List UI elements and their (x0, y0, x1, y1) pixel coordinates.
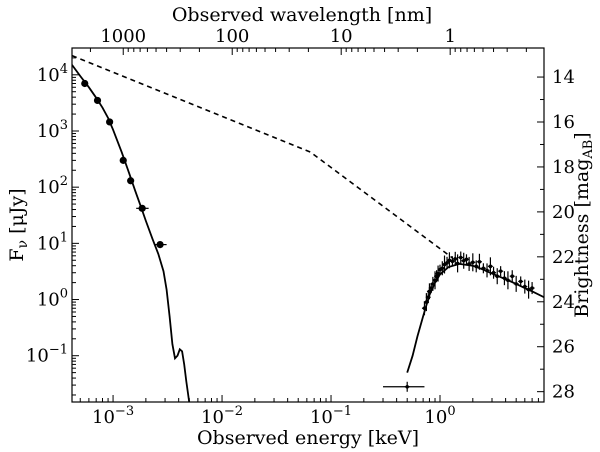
x-ray-spectrum-point (444, 256, 450, 269)
top-tick-label: 1 (444, 26, 455, 47)
top-tick-label: 1000 (100, 26, 146, 47)
optical-nir-photometry-point (154, 241, 167, 249)
x-tick-label: 10−3 (92, 404, 134, 428)
y-tick-label: 100 (37, 287, 68, 311)
x-ray-spectrum-point (470, 253, 476, 272)
x-ray-spectrum-point (518, 276, 524, 287)
y-tick-label: 101 (37, 230, 68, 254)
data-marker (445, 261, 449, 265)
right-tick-label: 14 (552, 67, 575, 88)
data-marker (156, 241, 164, 249)
plot-frame (71, 47, 545, 403)
right-axis-label: Brightness [magAB] (571, 132, 596, 317)
right-tick-label: 26 (552, 337, 575, 358)
extrapolated-power-law-line (72, 54, 453, 259)
x-ray-spectrum-point (461, 252, 467, 269)
data-marker (458, 255, 463, 260)
data-marker (464, 257, 469, 262)
data-marker (498, 269, 503, 273)
y-tick-label: 10−1 (26, 343, 68, 367)
x-ray-spectrum-point (449, 256, 455, 267)
data-marker (405, 384, 409, 389)
x-tick-label: 10−1 (310, 404, 352, 428)
data-marker (450, 259, 455, 264)
y-tick-label: 102 (37, 174, 68, 198)
right-tick-label: 22 (552, 247, 575, 268)
y-tick-label: 104 (37, 62, 68, 86)
model-optical-line (72, 64, 191, 402)
x-ray-spectrum-point (463, 254, 469, 265)
x-ray-spectrum-point (498, 266, 504, 277)
x-ray-spectrum-point (458, 251, 464, 264)
x-ray-spectrum-point (383, 381, 425, 392)
model-x-ray-line (406, 262, 544, 373)
top-axis-label: Observed wavelength [nm] (172, 4, 432, 26)
right-tick-label: 16 (552, 112, 575, 133)
data-marker (510, 274, 515, 279)
x-axis-label: Observed energy [keV] (197, 427, 419, 449)
x-ray-spectrum-point (509, 270, 515, 283)
right-tick-label: 18 (552, 157, 575, 178)
x-tick-label: 10−2 (201, 404, 243, 428)
data-marker (453, 257, 458, 261)
data-marker (518, 279, 523, 284)
top-tick-label: 100 (215, 26, 249, 47)
data-marker (471, 260, 475, 265)
right-tick-label: 20 (552, 202, 575, 223)
x-ray-spectrum-point (476, 253, 482, 270)
y-axis-label: Fν [μJy] (6, 188, 31, 261)
right-tick-label: 28 (552, 382, 575, 403)
right-tick-label: 24 (552, 292, 575, 313)
data-marker (530, 286, 534, 290)
data-marker (440, 266, 445, 271)
top-tick-label: 10 (330, 26, 353, 47)
y-tick-label: 103 (37, 118, 68, 142)
data-marker (488, 264, 493, 269)
x-tick-label: 100 (424, 404, 455, 428)
data-marker (477, 259, 482, 264)
plot-area (72, 54, 544, 402)
